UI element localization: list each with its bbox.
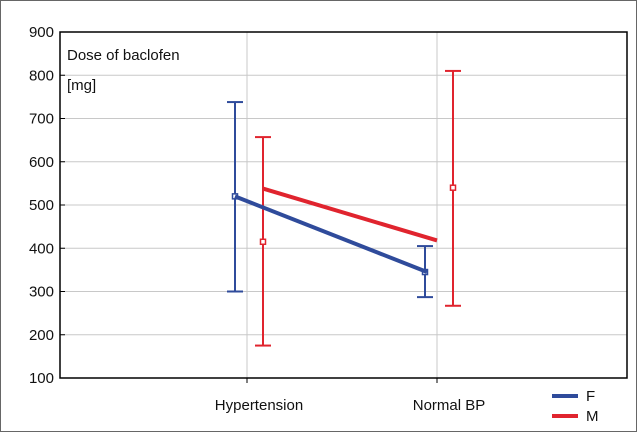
x-tick-label: Normal BP: [413, 397, 486, 414]
y-tick-label: 500: [29, 197, 54, 214]
y-tick-label: 200: [29, 327, 54, 344]
y-tick-label: 600: [29, 154, 54, 171]
y-tick-label: 300: [29, 284, 54, 301]
axis-layer: 100 200 300 400 500 600 700 800 900 Hypertension N…: [29, 24, 485, 414]
y-tick-label: 800: [29, 67, 54, 84]
legend-label-M: M: [586, 408, 599, 425]
mean-marker: [259, 238, 267, 246]
y-tick-label: 100: [29, 370, 54, 387]
series-line-F: [234, 194, 428, 274]
legend-label-F: F: [586, 388, 595, 405]
series-line-M: [262, 186, 438, 243]
y-axis-label-line2: [mg]: [67, 77, 96, 94]
mean-marker: [449, 184, 457, 191]
y-axis-label-line1: Dose of baclofen: [67, 47, 180, 64]
x-tick-label: Hypertension: [215, 397, 303, 414]
y-tick-label: 900: [29, 24, 54, 41]
series-M: [255, 69, 461, 347]
y-tick-label: 400: [29, 240, 54, 257]
legend: FM: [552, 388, 599, 425]
series-layer: [227, 69, 461, 347]
y-tick-label: 700: [29, 111, 54, 128]
grid-layer: [60, 32, 627, 378]
